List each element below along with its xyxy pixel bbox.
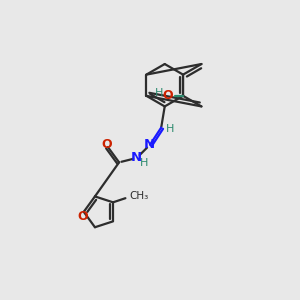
Text: H: H — [166, 124, 174, 134]
Text: CH₃: CH₃ — [130, 191, 149, 201]
Text: O: O — [78, 210, 88, 223]
Text: H: H — [140, 158, 148, 168]
Text: O: O — [163, 89, 173, 102]
Text: O: O — [101, 138, 112, 151]
Text: H: H — [155, 88, 164, 98]
Text: N: N — [144, 138, 155, 151]
Text: N: N — [131, 152, 142, 164]
